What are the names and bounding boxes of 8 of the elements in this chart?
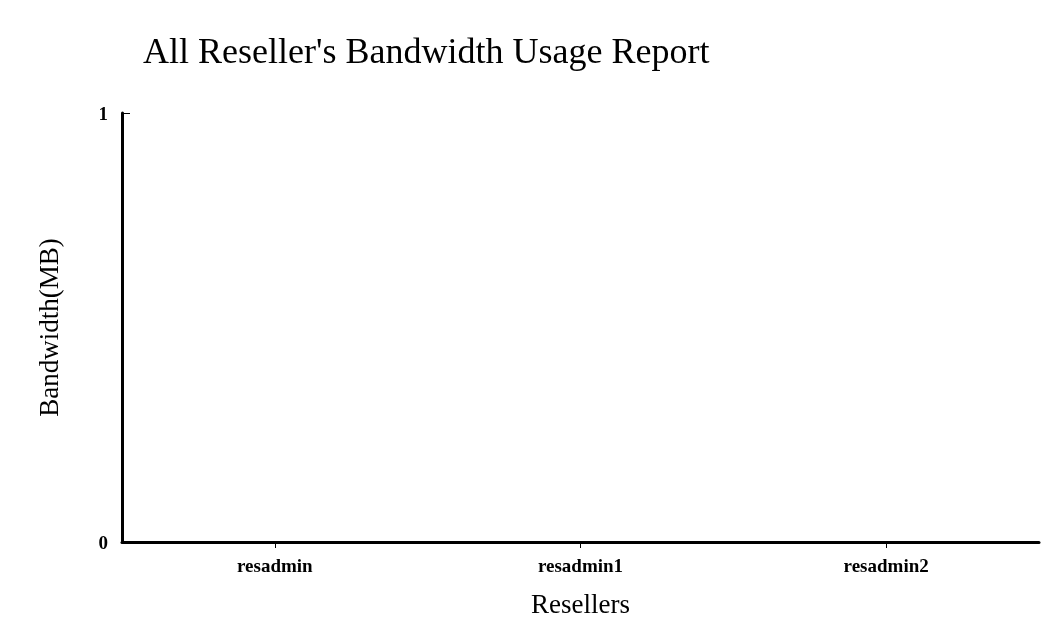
x-tick-label: resadmin2 xyxy=(843,555,929,576)
x-axis-title: Resellers xyxy=(531,588,630,619)
x-tick-label: resadmin xyxy=(237,555,314,576)
y-tick-label: 1 xyxy=(98,102,108,124)
x-tick-label: resadmin1 xyxy=(537,555,624,576)
chart-title: All Reseller's Bandwidth Usage Report xyxy=(143,31,710,71)
y-axis-title: Bandwidth(MB) xyxy=(33,238,64,417)
y-tick-label: 0 xyxy=(98,531,108,553)
